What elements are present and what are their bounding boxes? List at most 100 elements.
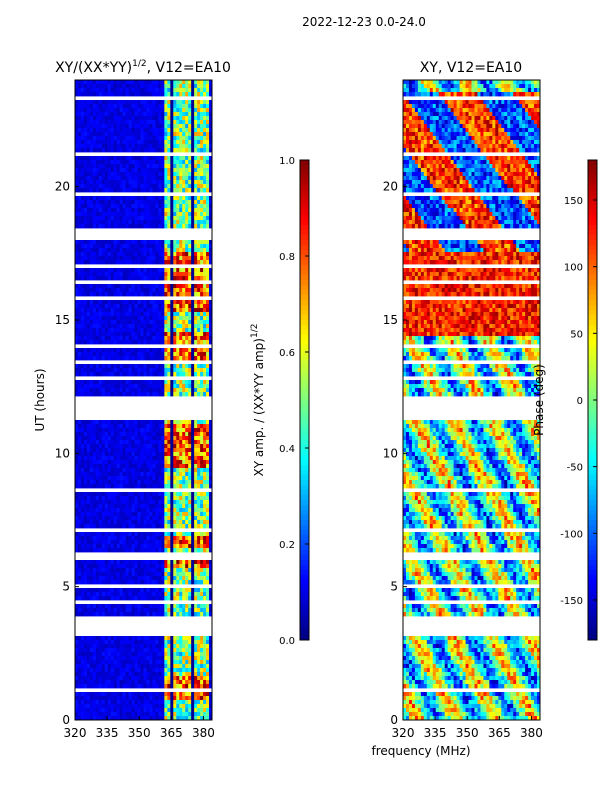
heatmap-cell (179, 340, 183, 345)
heatmap-cell (119, 176, 124, 181)
heatmap-cell (209, 576, 213, 581)
heatmap-cell (152, 480, 156, 485)
heatmap-cell (83, 248, 88, 253)
heatmap-cell (146, 312, 150, 317)
heatmap-cell (131, 340, 135, 345)
heatmap-cell (77, 560, 82, 565)
heatmap-cell (191, 260, 195, 265)
heatmap-cell (122, 604, 127, 609)
heatmap-cell (75, 436, 79, 441)
heatmap-cell (155, 284, 159, 289)
heatmap-cell (164, 208, 168, 213)
heatmap-cell (128, 480, 132, 485)
heatmap-cell (131, 144, 135, 149)
heatmap-cell (83, 468, 88, 473)
heatmap-cell (83, 592, 88, 597)
heatmap-cell (143, 516, 147, 521)
heatmap-cell (203, 596, 207, 601)
heatmap-cell (206, 384, 210, 389)
heatmap-cell (140, 180, 144, 185)
heatmap-cell (164, 500, 168, 505)
heatmap-cell (161, 212, 165, 217)
heatmap-cell (164, 80, 168, 85)
heatmap-cell (179, 588, 183, 593)
heatmap-cell (116, 524, 121, 529)
heatmap-cell (98, 324, 103, 329)
heatmap-cell (80, 332, 85, 337)
heatmap-cell (188, 356, 192, 361)
heatmap-cell (75, 380, 79, 385)
heatmap-cell (161, 428, 165, 433)
heatmap-cell (185, 148, 189, 153)
heatmap-cell (75, 452, 79, 457)
heatmap-cell (119, 216, 124, 221)
heatmap-cell (173, 248, 177, 253)
heatmap-cell (89, 460, 94, 465)
heatmap-cell (98, 140, 103, 145)
heatmap-cell (131, 200, 135, 205)
heatmap-cell (179, 460, 183, 465)
heatmap-cell (83, 184, 88, 189)
heatmap-cell (83, 288, 88, 293)
heatmap-cell (182, 372, 186, 377)
heatmap-cell (191, 428, 195, 433)
heatmap-cell (179, 452, 183, 457)
heatmap-cell (167, 156, 171, 161)
heatmap-cell (173, 468, 177, 473)
heatmap-cell (176, 224, 180, 229)
heatmap-cell (122, 312, 127, 317)
heatmap-cell (176, 116, 180, 121)
heatmap-cell (92, 80, 97, 85)
heatmap-cell (137, 580, 141, 585)
heatmap-cell (125, 156, 130, 161)
heatmap-cell (119, 188, 124, 193)
heatmap-cell (173, 544, 177, 549)
heatmap-cell (137, 140, 141, 145)
heatmap-cell (164, 444, 168, 449)
heatmap-cell (173, 224, 177, 229)
heatmap-cell (170, 424, 174, 429)
heatmap-cell (206, 504, 210, 509)
heatmap-cell (95, 492, 100, 497)
heatmap-cell (203, 92, 207, 97)
heatmap-cell (113, 564, 118, 569)
heatmap-cell (110, 196, 115, 201)
heatmap-cell (95, 252, 100, 257)
heatmap-cell (77, 252, 82, 257)
heatmap-cell (137, 144, 141, 149)
heatmap-cell (200, 84, 204, 89)
heatmap-cell (191, 292, 195, 297)
heatmap-cell (125, 120, 130, 125)
heatmap-cell (149, 340, 153, 345)
heatmap-cell (137, 476, 141, 481)
heatmap-cell (80, 100, 85, 105)
heatmap-cell (131, 240, 135, 245)
heatmap-cell (194, 148, 198, 153)
heatmap-cell (182, 212, 186, 217)
heatmap-cell (143, 108, 147, 113)
heatmap-cell (101, 524, 106, 529)
amplitude-heatmap[interactable] (75, 80, 213, 721)
heatmap-cell (197, 388, 201, 393)
heatmap-cell (209, 108, 213, 113)
heatmap-cell (92, 520, 97, 525)
heatmap-cell (86, 428, 91, 433)
heatmap-cell (104, 196, 109, 201)
heatmap-cell (116, 476, 121, 481)
heatmap-cell (152, 536, 156, 541)
heatmap-cell (89, 212, 94, 217)
heatmap-cell (95, 596, 100, 601)
heatmap-cell (125, 456, 130, 461)
heatmap-cell (89, 484, 94, 489)
heatmap-cell (116, 576, 121, 581)
heatmap-cell (167, 352, 171, 357)
heatmap-cell (122, 304, 127, 309)
heatmap-cell (131, 100, 135, 105)
heatmap-cell (158, 120, 162, 125)
heatmap-cell (95, 608, 100, 613)
heatmap-cell (134, 564, 138, 569)
heatmap-cell (200, 160, 204, 165)
heatmap-cell (206, 508, 210, 513)
heatmap-cell (80, 604, 85, 609)
heatmap-cell (185, 112, 189, 117)
